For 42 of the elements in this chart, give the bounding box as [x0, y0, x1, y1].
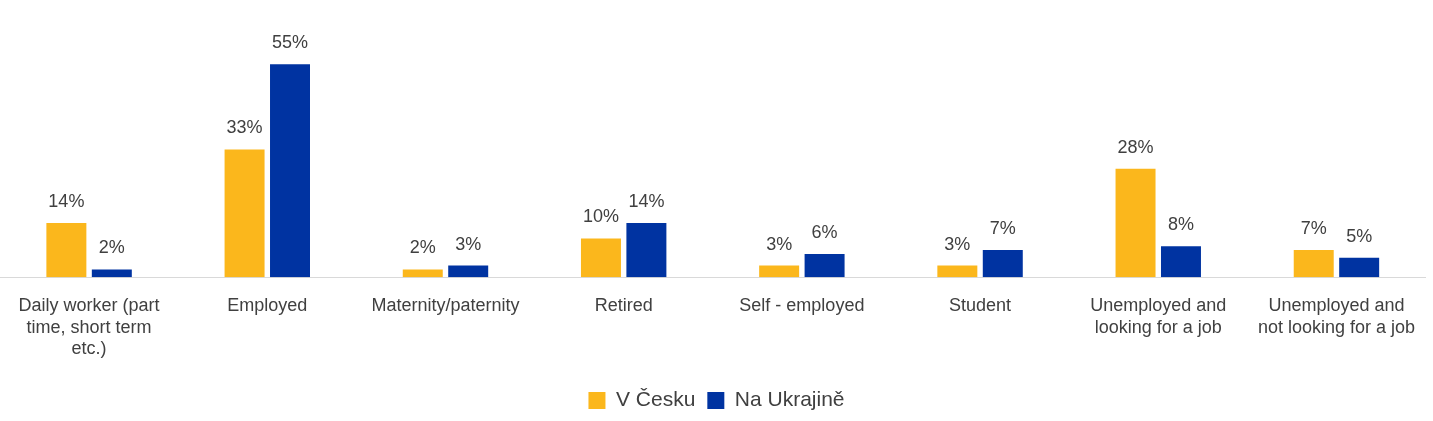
bar	[580, 238, 621, 278]
data-label: 14%	[48, 190, 85, 211]
data-label: 3%	[455, 233, 482, 254]
data-label: 14%	[628, 190, 665, 211]
bar	[1293, 250, 1334, 278]
bar	[224, 149, 265, 278]
data-label: 5%	[1346, 225, 1373, 246]
data-label: 7%	[1300, 218, 1327, 239]
data-label: 7%	[989, 218, 1016, 239]
bar	[402, 269, 443, 278]
x-tick-label: Employed	[227, 294, 308, 315]
x-tick-label: Unemployed and looking for a job	[1090, 294, 1227, 337]
legend-label: V Česku	[615, 387, 696, 411]
data-label: 2%	[409, 237, 436, 258]
data-label: 3%	[944, 233, 971, 254]
bar	[448, 265, 489, 278]
data-label: 3%	[766, 233, 793, 254]
bar	[270, 64, 310, 278]
bar	[982, 250, 1023, 278]
bar	[46, 223, 87, 278]
data-label: 2%	[98, 237, 125, 258]
x-tick-label: Student	[949, 294, 1012, 315]
legend-label: Na Ukrajině	[734, 387, 845, 411]
x-tick-label: Retired	[594, 294, 653, 315]
bar	[1160, 246, 1201, 278]
x-tick-label: Daily worker (part time, short term etc.)	[18, 294, 160, 359]
x-tick-label: Maternity/paternity	[371, 294, 520, 315]
data-label: 28%	[1117, 136, 1154, 157]
bar	[1339, 257, 1380, 278]
bar	[1115, 168, 1156, 278]
bar	[91, 269, 132, 278]
data-label: 8%	[1167, 214, 1194, 235]
bar	[937, 265, 978, 278]
x-tick-label: Unemployed and not looking for a job	[1257, 294, 1415, 337]
data-label: 33%	[226, 117, 263, 138]
bar	[804, 253, 845, 278]
data-label: 55%	[271, 32, 309, 53]
data-label: 6%	[811, 221, 838, 242]
x-tick-label: Self - employed	[739, 294, 865, 315]
bar	[759, 265, 800, 278]
bar	[626, 223, 667, 278]
data-label: 10%	[582, 206, 619, 227]
